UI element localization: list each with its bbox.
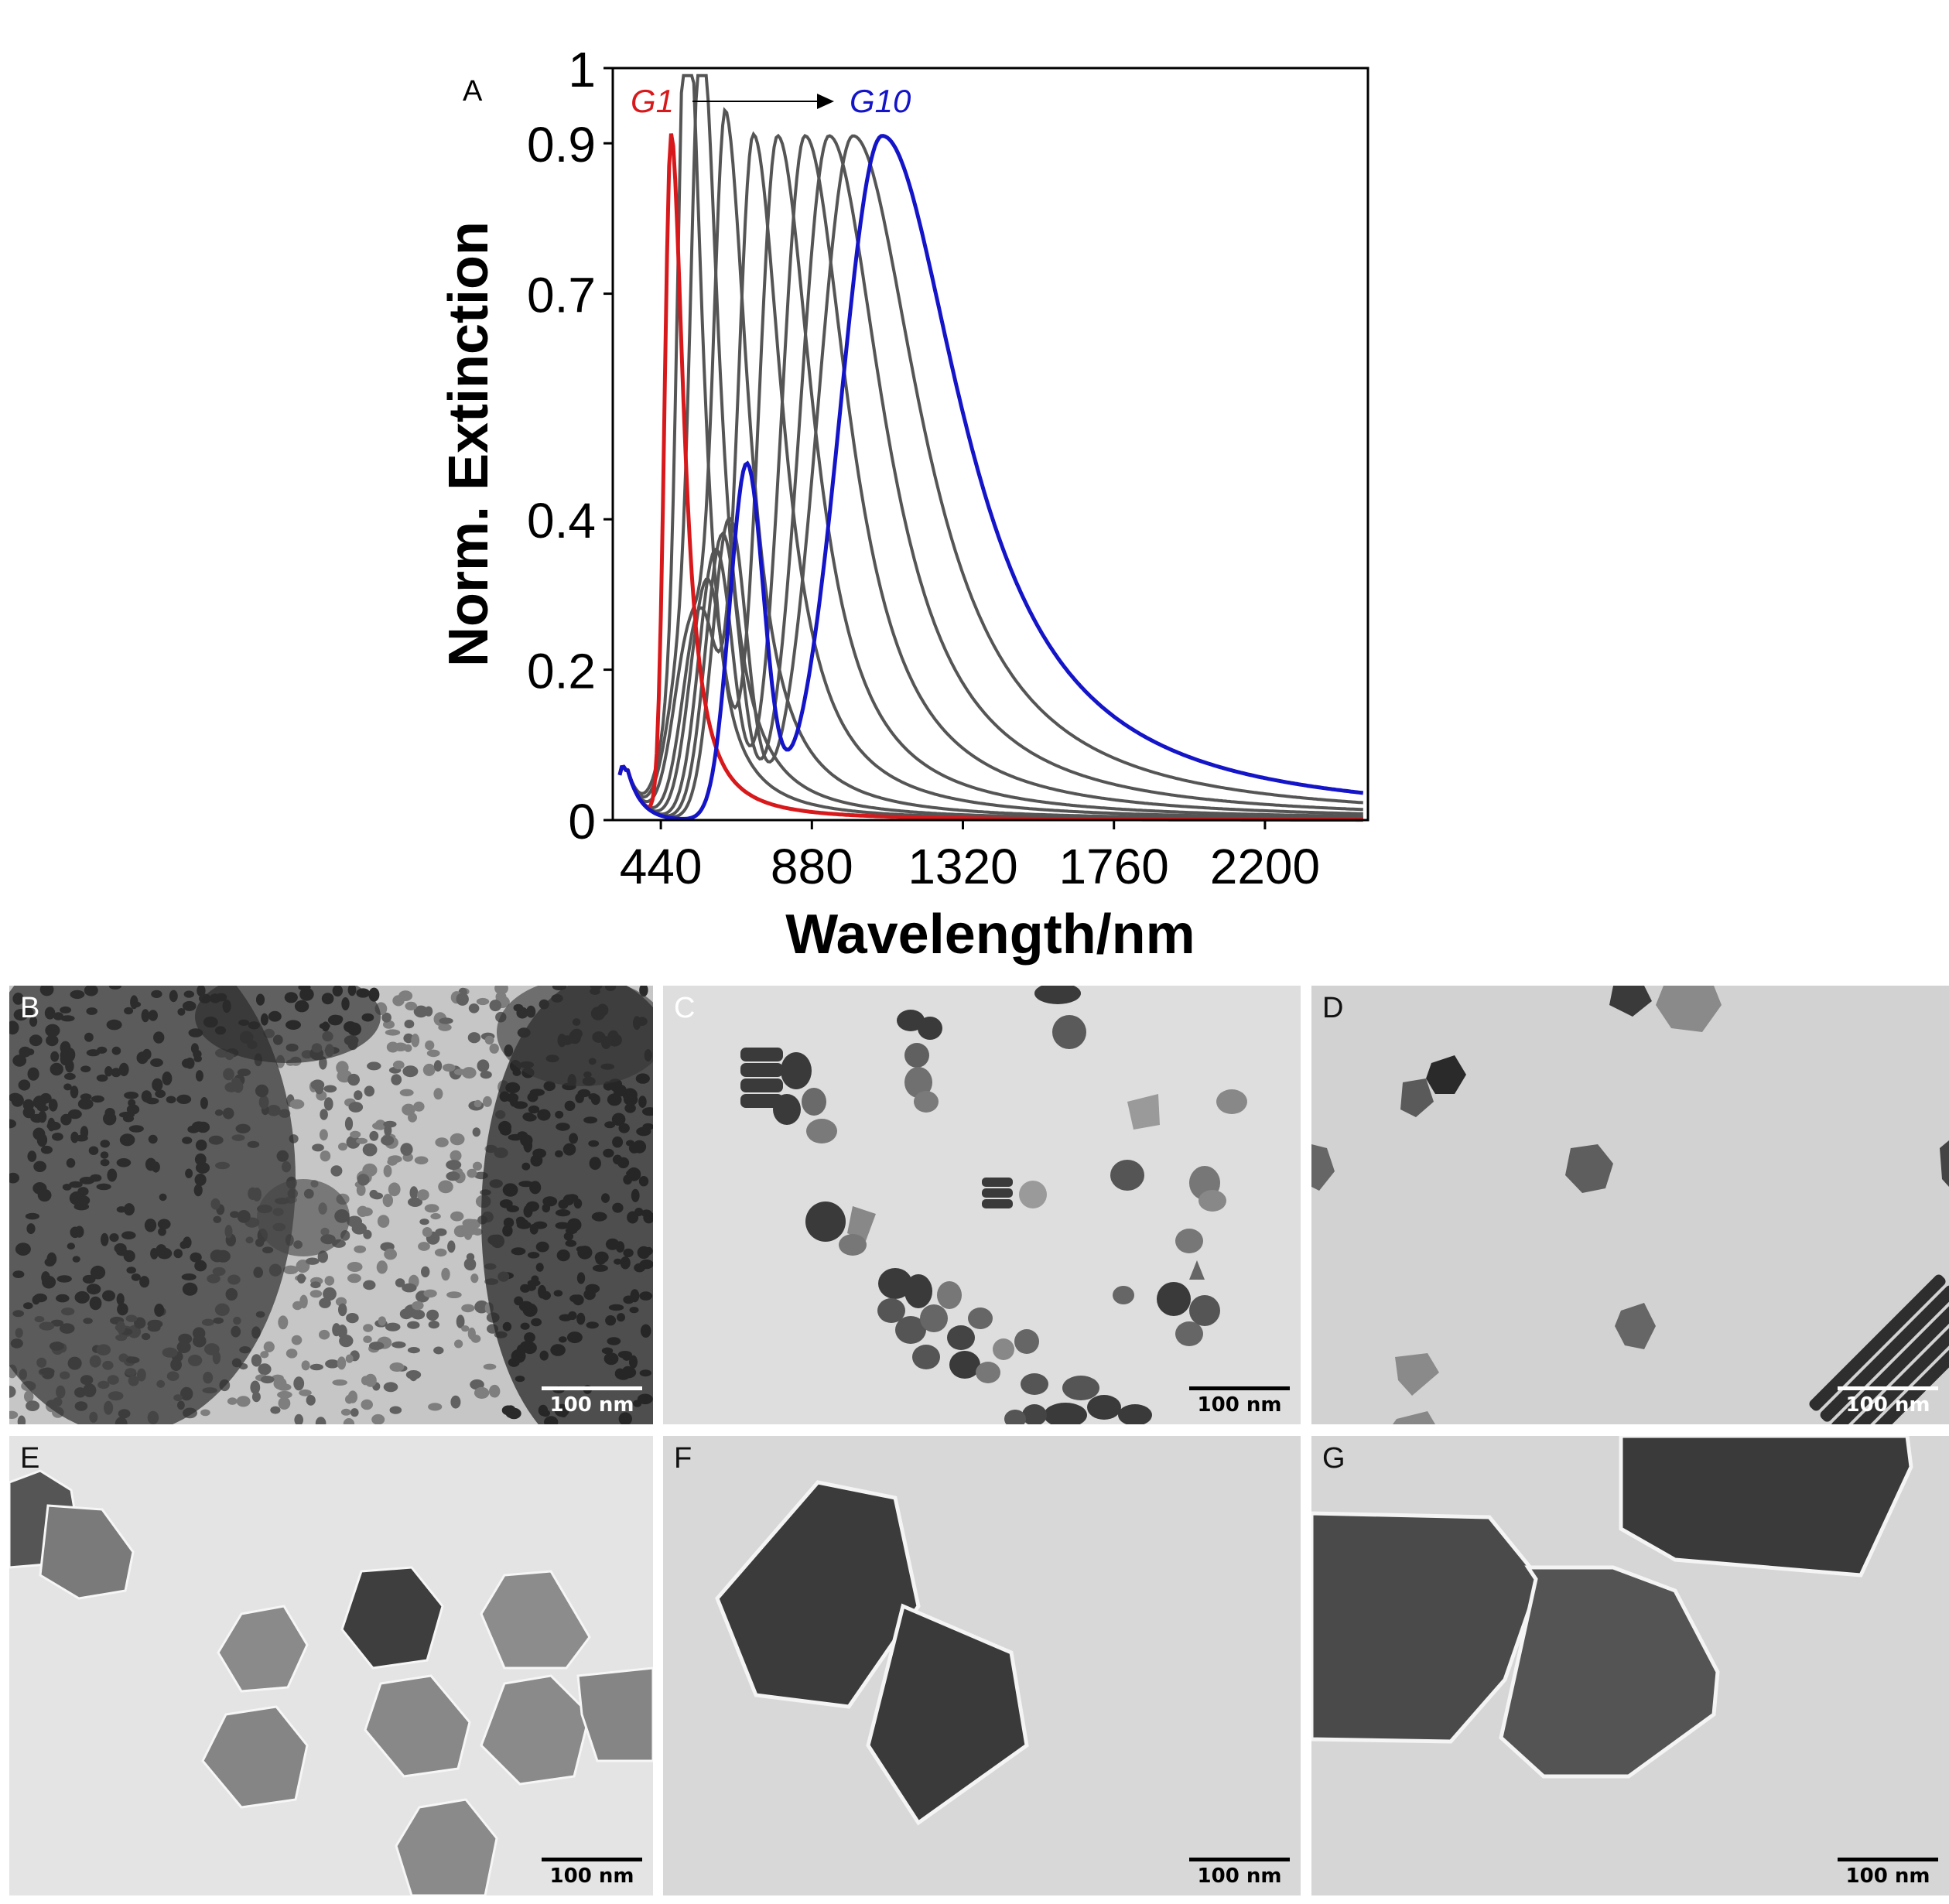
series-line-g9	[617, 134, 1363, 819]
annotation-g1: G1	[631, 83, 674, 119]
x-tick-label-4: 2200	[1210, 839, 1320, 894]
x-tick-label-1: 880	[771, 839, 853, 894]
scalebar-e: 100 nm	[542, 1858, 642, 1888]
tem-panel-e: E 100 nm	[9, 1436, 653, 1895]
panel-label-e: E	[20, 1442, 40, 1475]
scalebar-b: 100 nm	[542, 1386, 642, 1417]
scalebar-g: 100 nm	[1838, 1858, 1938, 1888]
x-tick-label-2: 1320	[908, 839, 1017, 894]
series-line-g1	[617, 133, 1363, 822]
panel-label-d: D	[1322, 992, 1344, 1024]
panel-label-f: F	[674, 1442, 692, 1475]
y-axis-label: Norm. Extinction	[438, 221, 500, 667]
scalebar-label-b: 100 nm	[549, 1393, 634, 1417]
panel-label-c: C	[674, 992, 696, 1024]
tem-panel-f: F 100 nm	[663, 1436, 1301, 1895]
panel-label-g: G	[1322, 1442, 1345, 1475]
series-line-g8	[617, 134, 1363, 818]
x-tick-label-0: 440	[620, 839, 703, 894]
series-line-g7	[617, 133, 1363, 816]
scalebar-label-f: 100 nm	[1197, 1865, 1282, 1888]
scalebar-label-c: 100 nm	[1197, 1393, 1282, 1417]
scalebar-d: 100 nm	[1838, 1386, 1938, 1417]
y-tick-label-2: 0.4	[527, 493, 596, 549]
series-line-g5	[617, 131, 1363, 819]
scalebar-label-e: 100 nm	[549, 1865, 634, 1888]
panel-label-a: A	[463, 75, 483, 108]
panel-label-b: B	[20, 992, 40, 1024]
scalebar-label-d: 100 nm	[1845, 1393, 1930, 1417]
tem-panel-g: G 100 nm	[1311, 1436, 1949, 1895]
y-tick-label-4: 0.9	[527, 117, 596, 173]
x-ticks: 440 880 1320 1760 2200	[620, 820, 1320, 894]
scalebar-f: 100 nm	[1189, 1858, 1290, 1888]
annotation-arrow-head	[817, 94, 834, 109]
series-line-g2	[617, 73, 1363, 822]
tem-panel-d: D 100 nm	[1311, 986, 1949, 1424]
plot-frame	[611, 67, 1369, 822]
y-tick-label-0: 0	[568, 794, 596, 849]
y-tick-label-5: 1	[568, 42, 596, 97]
tem-panel-b: B 100 nm	[9, 986, 653, 1424]
x-axis-label: Wavelength/nm	[785, 904, 1195, 966]
x-tick-label-3: 1760	[1059, 839, 1169, 894]
y-tick-label-3: 0.7	[527, 268, 596, 323]
extinction-chart: 440 880 1320 1760 2200 0 0.2 0.4 0.7 0.9 1 A Wave…	[438, 42, 1369, 966]
y-tick-label-1: 0.2	[527, 644, 596, 699]
tem-panel-c: C 100 nm	[663, 986, 1301, 1424]
chart-lines	[617, 73, 1364, 822]
scalebar-label-g: 100 nm	[1845, 1865, 1930, 1888]
series-line-g10	[617, 134, 1364, 821]
annotation-g10: G10	[850, 83, 911, 119]
scalebar-c: 100 nm	[1189, 1386, 1290, 1417]
y-ticks: 0 0.2 0.4 0.7 0.9 1	[527, 42, 613, 849]
